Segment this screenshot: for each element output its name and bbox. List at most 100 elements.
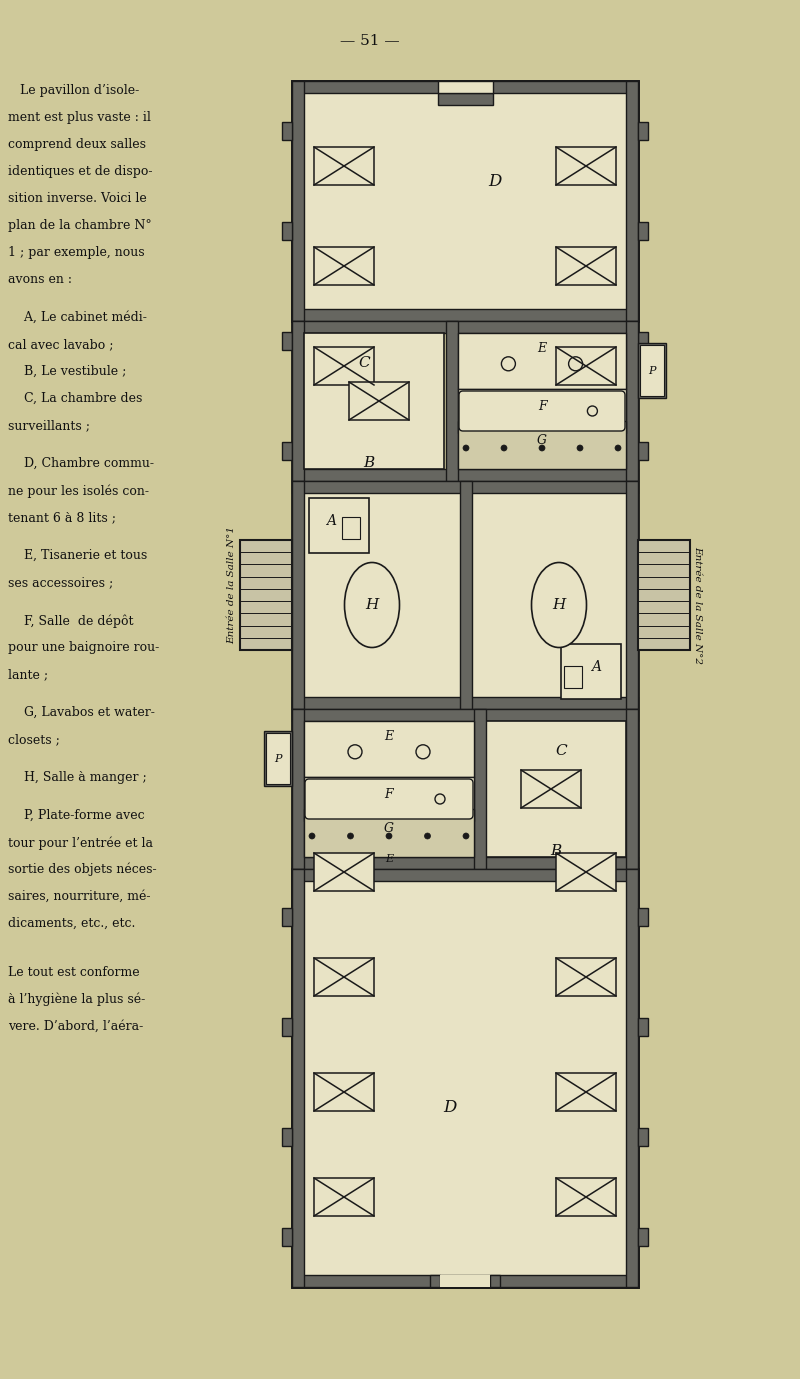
Text: G: G: [384, 822, 394, 834]
Bar: [638, 443, 648, 461]
Circle shape: [577, 445, 583, 451]
Text: E: E: [385, 854, 393, 865]
Bar: [556, 1178, 616, 1216]
Text: B: B: [550, 844, 562, 858]
Text: — 51 —: — 51 —: [340, 34, 400, 48]
Text: D, Chambre commu-: D, Chambre commu-: [8, 456, 154, 470]
Bar: [458, 389, 626, 433]
Bar: [292, 869, 638, 1287]
Text: B: B: [363, 456, 374, 470]
Bar: [292, 81, 638, 1287]
Bar: [292, 696, 638, 709]
Text: H: H: [366, 598, 378, 612]
Text: D: D: [488, 172, 502, 189]
Bar: [626, 869, 638, 1287]
Text: Le tout est conforme: Le tout est conforme: [8, 967, 140, 979]
Circle shape: [539, 445, 545, 451]
Bar: [556, 348, 616, 385]
Bar: [638, 1229, 648, 1247]
Bar: [292, 869, 638, 881]
Text: comprend deux salles: comprend deux salles: [8, 138, 146, 150]
Bar: [626, 709, 638, 869]
Bar: [626, 481, 638, 709]
Text: ses accessoires ;: ses accessoires ;: [8, 576, 114, 589]
Bar: [626, 321, 638, 481]
Bar: [292, 81, 304, 321]
Text: A, Le cabinet médi-: A, Le cabinet médi-: [8, 312, 147, 324]
Bar: [472, 494, 626, 696]
Text: P: P: [274, 754, 282, 764]
Bar: [521, 769, 581, 808]
Text: closets ;: closets ;: [8, 734, 60, 746]
Text: à l’hygiène la plus sé-: à l’hygiène la plus sé-: [8, 993, 146, 1007]
Text: F: F: [385, 787, 394, 800]
Bar: [282, 1128, 292, 1146]
Bar: [556, 1073, 616, 1111]
Text: ment est plus vaste : il: ment est plus vaste : il: [8, 110, 151, 124]
Bar: [638, 907, 648, 927]
Text: surveillants ;: surveillants ;: [8, 419, 90, 432]
Text: B, Le vestibule ;: B, Le vestibule ;: [8, 365, 126, 378]
Bar: [282, 1018, 292, 1036]
Bar: [490, 1276, 500, 1287]
Bar: [292, 309, 638, 321]
Text: C, La chambre des: C, La chambre des: [8, 392, 142, 405]
Bar: [626, 81, 638, 321]
Bar: [342, 517, 360, 539]
Text: A: A: [326, 514, 336, 528]
Text: Entrée de la Salle N°1: Entrée de la Salle N°1: [227, 525, 237, 644]
Bar: [304, 776, 474, 821]
Bar: [556, 148, 616, 185]
FancyBboxPatch shape: [305, 779, 473, 819]
Bar: [638, 1128, 648, 1146]
Text: P, Plate-forme avec: P, Plate-forme avec: [8, 809, 145, 822]
Text: D: D: [443, 1099, 457, 1117]
Bar: [304, 809, 474, 856]
Bar: [292, 481, 638, 494]
Bar: [292, 81, 638, 92]
Circle shape: [615, 445, 621, 451]
Bar: [440, 1276, 490, 1287]
Text: H, Salle à manger ;: H, Salle à manger ;: [8, 771, 146, 785]
Text: C: C: [555, 745, 567, 758]
FancyBboxPatch shape: [459, 392, 625, 432]
Text: cal avec lavabo ;: cal avec lavabo ;: [8, 338, 114, 352]
Bar: [314, 1178, 374, 1216]
Bar: [446, 321, 458, 481]
Bar: [556, 247, 616, 285]
Bar: [638, 1018, 648, 1036]
Bar: [458, 332, 626, 389]
Text: C: C: [358, 356, 370, 370]
Bar: [282, 332, 292, 350]
Circle shape: [463, 445, 469, 451]
Bar: [561, 644, 621, 699]
Text: dicaments, etc., etc.: dicaments, etc., etc.: [8, 917, 135, 929]
Circle shape: [386, 833, 392, 838]
Text: E: E: [385, 729, 394, 742]
Bar: [438, 92, 493, 105]
Text: plan de la chambre N°: plan de la chambre N°: [8, 219, 152, 232]
Text: G, Lavabos et water-: G, Lavabos et water-: [8, 706, 155, 718]
Bar: [638, 222, 648, 240]
Text: E: E: [538, 342, 546, 354]
Bar: [314, 958, 374, 996]
Circle shape: [347, 833, 354, 838]
Bar: [292, 709, 304, 869]
Bar: [264, 731, 292, 786]
Text: Entrée de la Salle N°2: Entrée de la Salle N°2: [694, 546, 702, 665]
Bar: [486, 721, 626, 856]
Text: tenant 6 à 8 lits ;: tenant 6 à 8 lits ;: [8, 512, 116, 524]
Bar: [314, 247, 374, 285]
Text: vere. D’abord, l’aéra-: vere. D’abord, l’aéra-: [8, 1020, 143, 1033]
Circle shape: [309, 833, 315, 838]
Bar: [292, 321, 638, 332]
Bar: [282, 907, 292, 927]
Bar: [304, 494, 460, 696]
Bar: [292, 869, 304, 1287]
Bar: [430, 1276, 440, 1287]
Bar: [460, 481, 472, 709]
Bar: [292, 709, 638, 721]
Text: pour une baignoire rou-: pour une baignoire rou-: [8, 641, 159, 654]
Bar: [240, 541, 292, 650]
Bar: [638, 121, 648, 141]
